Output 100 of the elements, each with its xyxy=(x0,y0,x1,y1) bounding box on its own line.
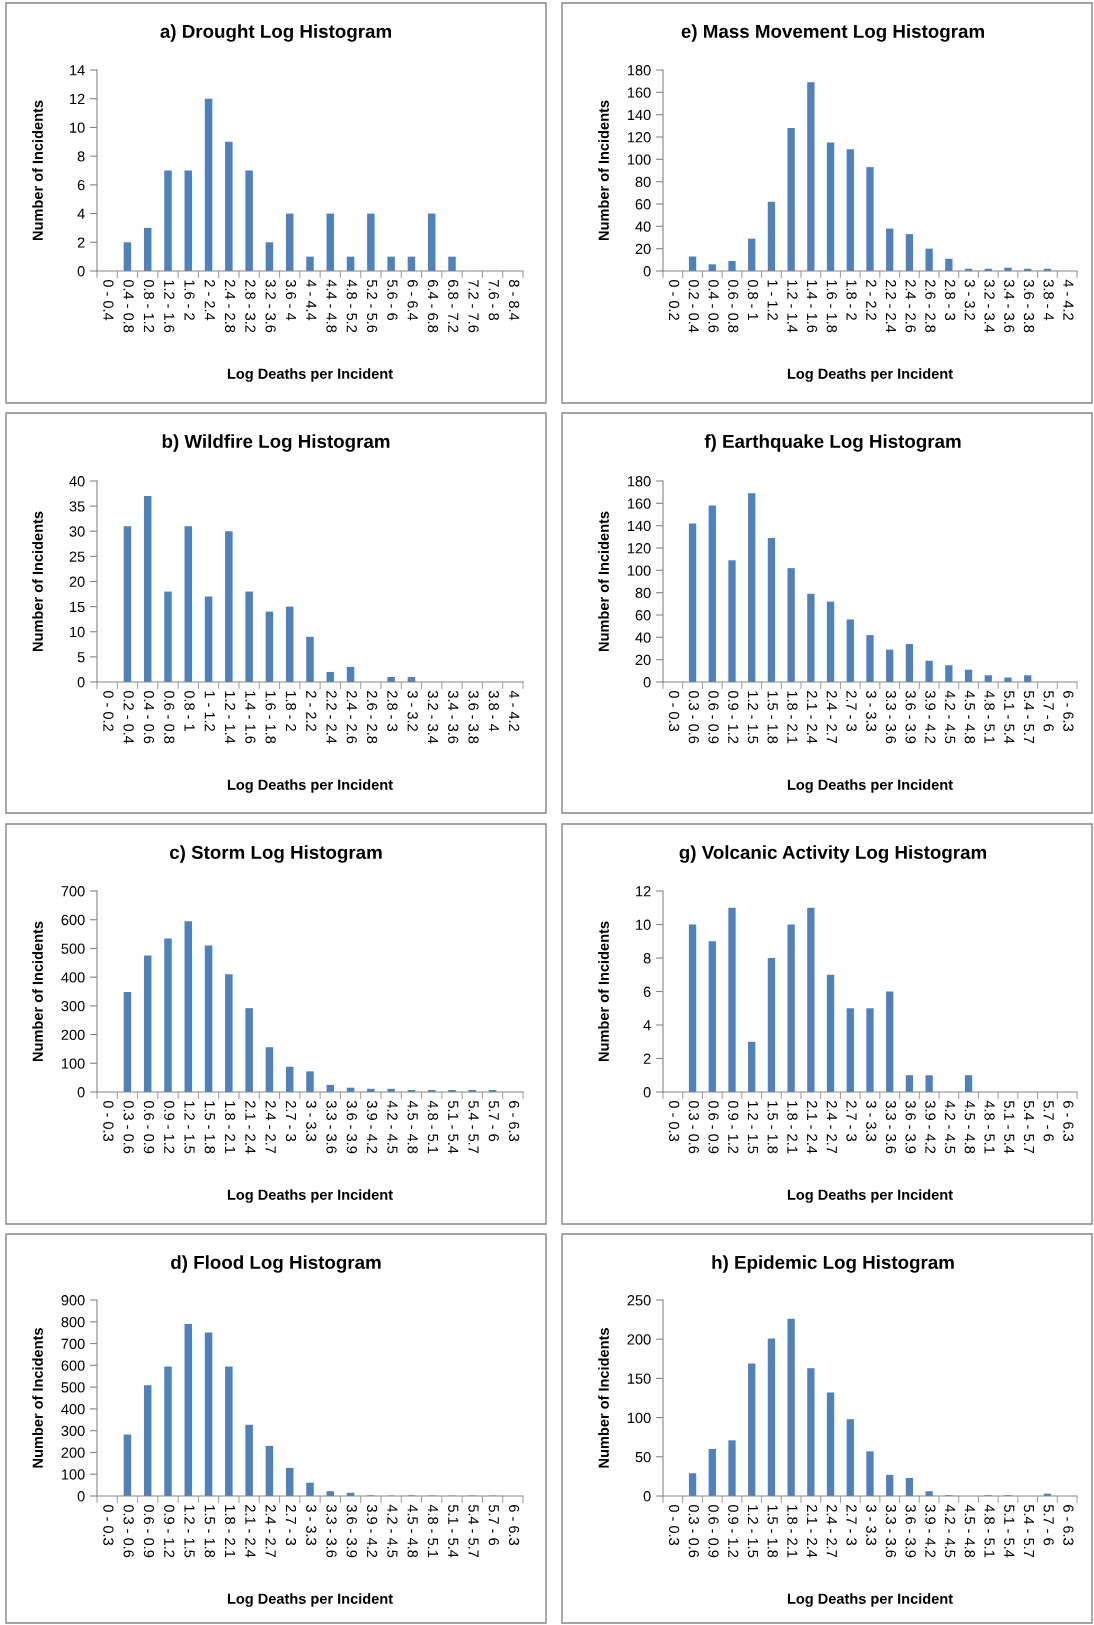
x-tick-label: 1.6 - 2 xyxy=(184,280,195,320)
y-axis-title: Number of Incidents xyxy=(32,100,43,241)
x-tick-label: 2.7 - 3 xyxy=(846,1101,857,1142)
x-tick-label: 0.9 - 1.2 xyxy=(728,690,739,744)
x-tick-label: 2.1 - 2.4 xyxy=(807,1101,818,1154)
chart-title: b) Wildfire Log Histogram xyxy=(162,434,390,452)
y-tick-label: 0 xyxy=(77,1087,85,1098)
y-tick-label: 200 xyxy=(61,1029,85,1040)
y-tick-label: 4 xyxy=(643,1020,651,1031)
x-tick-label: 6 - 6.3 xyxy=(1063,691,1074,732)
x-axis-title: Log Deaths per Incident xyxy=(227,368,393,382)
y-tick-label: 600 xyxy=(61,914,85,926)
y-tick-label: 4 xyxy=(77,208,85,219)
x-tick-label: 3.9 - 4.2 xyxy=(925,1504,936,1558)
y-tick-label: 140 xyxy=(627,109,651,121)
x-tick-label: 2.4 - 2.7 xyxy=(826,691,837,744)
x-tick-label: 5.4 - 5.7 xyxy=(1023,1504,1034,1558)
x-tick-label: 0.6 - 0.9 xyxy=(708,1100,719,1154)
chart-title: a) Drought Log Histogram xyxy=(160,24,391,42)
x-tick-label: 1.5 - 1.8 xyxy=(204,1101,215,1154)
x-tick-label: 1.2 - 1.5 xyxy=(747,691,759,744)
x-tick-label: 0.3 - 0.6 xyxy=(123,1504,134,1558)
y-tick-label: 900 xyxy=(61,1295,85,1306)
x-tick-label: 1.2 - 1.5 xyxy=(747,1505,759,1558)
y-tick-label: 120 xyxy=(627,543,651,554)
x-tick-label: 3 - 3.3 xyxy=(306,1504,317,1546)
x-tick-label: 5.2 - 5.6 xyxy=(366,279,378,333)
y-tick-label: 8 xyxy=(77,151,85,162)
y-tick-label: 250 xyxy=(627,1295,651,1306)
x-tick-label: 3.3 - 3.6 xyxy=(326,1504,337,1558)
x-tick-label: 4.8 - 5.2 xyxy=(346,279,357,333)
x-tick-label: 6 - 6.3 xyxy=(1063,1101,1074,1142)
y-tick-label: 35 xyxy=(69,501,85,512)
x-tick-label: 5.1 - 5.4 xyxy=(1004,690,1015,744)
x-tick-label: 0.8 - 1 xyxy=(747,279,759,320)
x-tick-label: 6 - 6.4 xyxy=(407,280,418,321)
x-tick-label: 6.4 - 6.8 xyxy=(427,280,439,333)
x-tick-label: 3.2 - 3.6 xyxy=(265,279,276,333)
x-tick-label: 2.1 - 2.4 xyxy=(807,1505,818,1558)
x-tick-label: 4.8 - 5.1 xyxy=(984,690,995,744)
y-tick-label: 20 xyxy=(635,654,651,666)
x-tick-label: 3.6 - 3.9 xyxy=(346,1100,357,1154)
x-tick-label: 0.6 - 0.8 xyxy=(728,279,739,333)
y-tick-label: 10 xyxy=(636,919,651,930)
y-tick-label: 6 xyxy=(77,179,85,191)
x-tick-label: 2.4 - 2.7 xyxy=(265,1101,276,1154)
x-tick-label: 3.2 - 3.4 xyxy=(427,690,439,744)
x-tick-label: 7.6 - 8 xyxy=(488,280,499,321)
y-tick-label: 14 xyxy=(70,65,85,76)
y-tick-label: 700 xyxy=(61,886,85,897)
x-tick-label: 0.6 - 0.9 xyxy=(708,690,719,744)
x-axis-title: Log Deaths per Incident xyxy=(787,779,953,793)
y-axis-title: Number of Incidents xyxy=(598,511,609,652)
x-tick-label: 0.4 - 0.8 xyxy=(123,279,134,333)
y-tick-label: 300 xyxy=(61,1425,85,1437)
y-axis-title: Number of Incidents xyxy=(32,511,43,652)
y-tick-label: 400 xyxy=(61,1403,85,1415)
x-tick-label: 3.6 - 3.9 xyxy=(905,1100,916,1154)
x-tick-label: 2.2 - 2.4 xyxy=(326,691,337,744)
x-tick-label: 2.7 - 3 xyxy=(846,1505,857,1546)
x-axis-title: Log Deaths per Incident xyxy=(787,1593,953,1607)
x-tick-label: 5.6 - 6 xyxy=(387,279,398,321)
y-tick-label: 160 xyxy=(627,87,651,98)
x-tick-label: 5.4 - 5.7 xyxy=(1023,1100,1034,1154)
y-tick-label: 800 xyxy=(61,1316,85,1328)
y-tick-label: 200 xyxy=(627,1334,651,1345)
y-tick-label: 15 xyxy=(70,601,85,613)
y-tick-label: 20 xyxy=(635,243,651,255)
x-tick-label: 1.8 - 2 xyxy=(846,280,857,320)
x-tick-label: 0.2 - 0.4 xyxy=(123,690,134,744)
x-tick-label: 5.1 - 5.4 xyxy=(448,1504,459,1558)
x-tick-label: 2.6 - 2.8 xyxy=(366,691,378,744)
x-tick-label: 4.2 - 4.5 xyxy=(387,1504,398,1558)
y-tick-label: 0 xyxy=(77,677,85,688)
x-tick-label: 5.4 - 5.7 xyxy=(1023,690,1034,744)
x-tick-label: 1.5 - 1.8 xyxy=(767,1101,778,1154)
y-tick-label: 20 xyxy=(69,576,85,587)
x-tick-label: 6.8 - 7.2 xyxy=(448,280,459,333)
x-tick-label: 3.4 - 3.6 xyxy=(448,690,459,744)
x-tick-label: 2 - 2.4 xyxy=(204,280,215,321)
y-tick-label: 2 xyxy=(643,1053,651,1064)
x-tick-label: 4.8 - 5.1 xyxy=(984,1100,995,1154)
x-tick-label: 4 - 4.2 xyxy=(509,690,520,731)
x-tick-label: 5.1 - 5.4 xyxy=(1004,1504,1015,1558)
chart-title: c) Storm Log Histogram xyxy=(169,845,382,863)
y-tick-label: 0 xyxy=(643,677,651,688)
x-tick-label: 1.4 - 1.6 xyxy=(245,691,256,744)
x-axis-title: Log Deaths per Incident xyxy=(787,1189,953,1203)
x-tick-label: 3 - 3.3 xyxy=(866,690,877,732)
y-tick-label: 100 xyxy=(627,154,651,165)
x-tick-label: 2.4 - 2.7 xyxy=(826,1505,837,1558)
y-tick-label: 40 xyxy=(635,221,651,232)
x-tick-label: 3.3 - 3.6 xyxy=(326,1100,337,1154)
x-tick-label: 1.5 - 1.8 xyxy=(204,1505,215,1558)
x-axis-title: Log Deaths per Incident xyxy=(227,779,393,793)
chart-title: d) Flood Log Histogram xyxy=(171,1255,381,1273)
x-tick-label: 0.8 - 1.2 xyxy=(143,279,155,333)
y-tick-label: 0 xyxy=(643,1087,651,1098)
y-tick-label: 200 xyxy=(61,1447,85,1458)
x-tick-label: 4.2 - 4.5 xyxy=(944,690,956,744)
